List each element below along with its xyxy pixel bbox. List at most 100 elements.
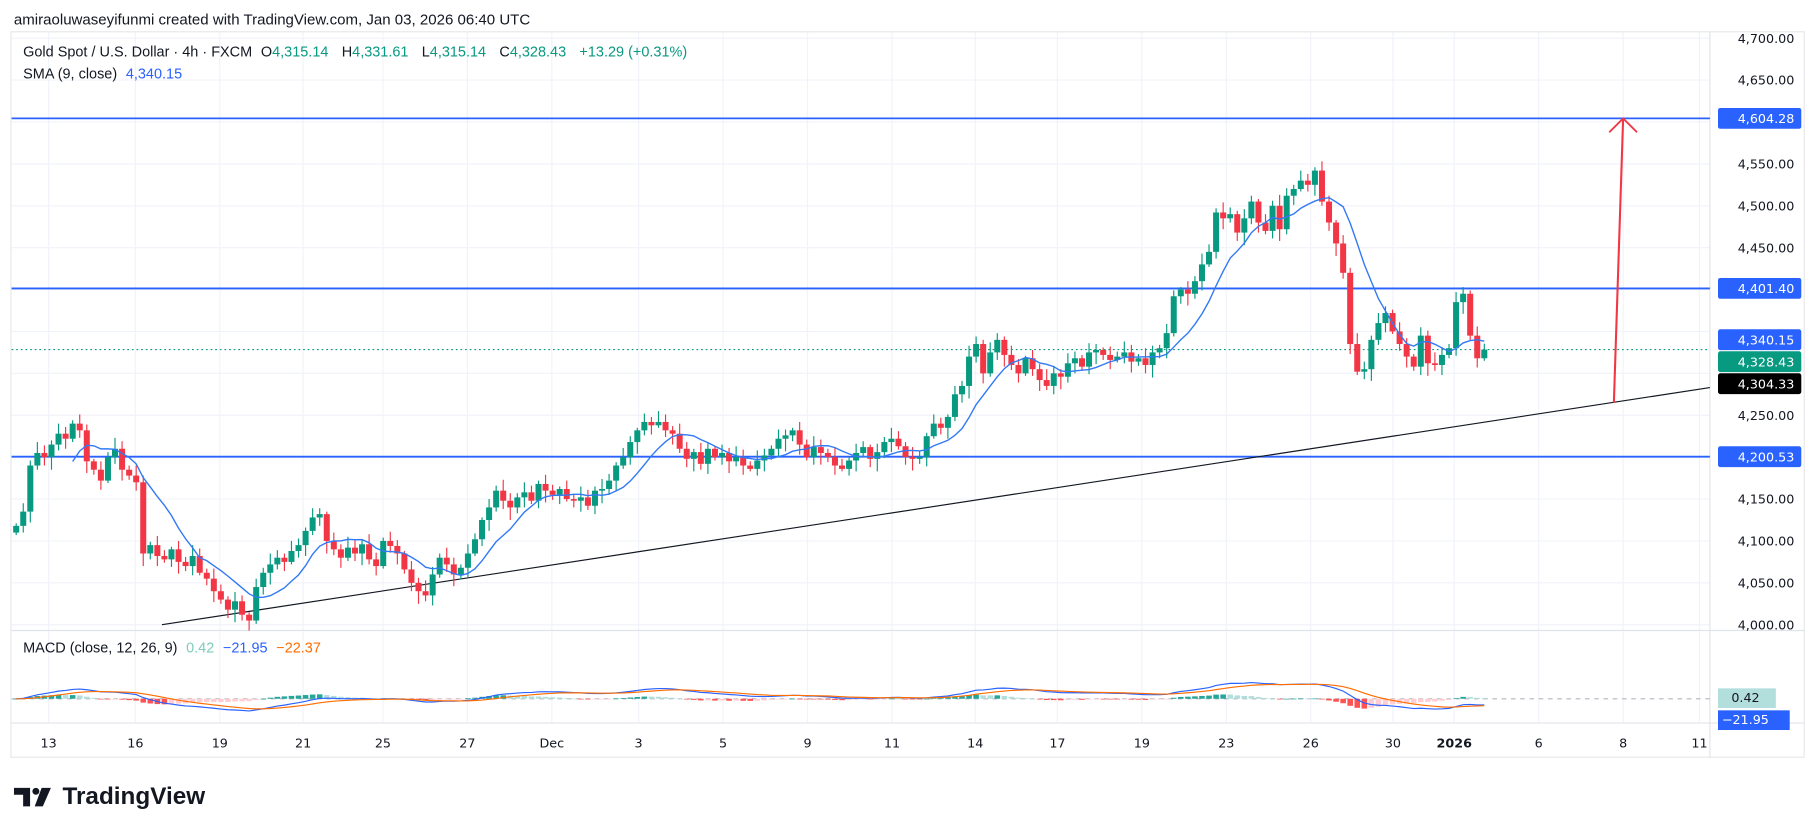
macd-histogram-bar — [1128, 698, 1135, 700]
macd-histogram-bar — [620, 698, 626, 699]
macd-histogram-bar — [1008, 696, 1015, 699]
macd-histogram-bar — [147, 698, 154, 704]
macd-histogram-bar — [895, 698, 902, 700]
macd-histogram-bar — [916, 698, 923, 700]
macd-histogram-bar — [112, 698, 118, 700]
candle-body — [274, 557, 281, 565]
candle-body — [958, 385, 966, 395]
tradingview-logo[interactable]: TradingView — [13, 783, 205, 811]
candle-body — [1424, 335, 1431, 364]
macd-histogram-bar — [274, 696, 281, 699]
level-price-tag-bg — [1717, 446, 1802, 468]
macd-histogram-bar — [909, 698, 916, 700]
chart-frame — [10, 31, 1805, 758]
macd-histogram-bar — [966, 695, 972, 699]
macd-histogram-bar — [331, 695, 337, 699]
macd-histogram-bar — [782, 698, 789, 700]
macd-histogram-bar — [789, 698, 796, 700]
macd-line-value: −21.95 — [222, 639, 268, 656]
candle-body — [1262, 222, 1269, 231]
macd-histogram-bar — [846, 698, 852, 701]
macd-histogram-bar — [225, 698, 231, 703]
macd-histogram-bar — [451, 698, 457, 700]
trendline-price-tag-bg — [1717, 373, 1802, 395]
candle-body — [309, 517, 316, 531]
candle-body — [231, 601, 239, 610]
candle-body — [683, 448, 690, 459]
candle-body — [620, 457, 627, 466]
symbol-name[interactable]: Gold Spot / U.S. Dollar · 4h · FXCM — [23, 43, 253, 61]
macd-histogram-bar — [1255, 696, 1262, 699]
macd-histogram-bar — [754, 698, 761, 701]
macd-histogram-bar — [1319, 698, 1325, 700]
macd-histogram-bar — [669, 697, 676, 699]
level-price-tag: 4,604.28 — [1738, 111, 1795, 126]
candle-body — [733, 457, 740, 462]
macd-histogram-bar — [295, 695, 302, 699]
low-value: 4,315.14 — [429, 43, 487, 61]
candle-body — [415, 582, 422, 592]
candle-body — [563, 488, 570, 500]
candle-body — [62, 433, 69, 439]
macd-histogram-bar — [1079, 698, 1085, 700]
candle-body — [1311, 170, 1318, 185]
macd-histogram-bar — [1432, 698, 1438, 702]
candle-body — [253, 587, 260, 621]
candle-body — [655, 421, 662, 426]
candle-body — [90, 461, 97, 470]
candle-body — [1114, 356, 1121, 360]
time-tick-label: 21 — [295, 735, 311, 750]
macd-histogram-bar — [288, 695, 295, 699]
macd-line-tag: −21.95 — [1722, 712, 1769, 727]
candle-body — [895, 438, 902, 447]
candle-body — [937, 423, 944, 428]
candle-body — [97, 469, 104, 481]
macd-histogram-bar — [1114, 698, 1121, 700]
macd-histogram-bar — [1276, 698, 1283, 700]
candle-body — [140, 482, 147, 554]
macd-histogram-bar — [1022, 698, 1029, 699]
candle-body — [1071, 358, 1078, 364]
change-value: +13.29 (+0.31%) — [579, 43, 688, 61]
macd-histogram-bar — [436, 698, 443, 700]
macd-signal-line — [16, 683, 1485, 710]
sma-legend: SMA (9, close) 4,340.15 — [23, 66, 187, 82]
candle-body — [1078, 358, 1085, 367]
candle-body — [584, 497, 591, 506]
macd-histogram-bar — [853, 698, 859, 700]
candle-body — [1283, 195, 1290, 230]
candle-body — [239, 601, 246, 615]
macd-histogram-bar — [1262, 697, 1269, 699]
candle-body — [104, 457, 111, 481]
macd-histogram-bar — [1142, 698, 1149, 700]
macd-histogram-bar — [211, 698, 217, 703]
candle-body — [1149, 352, 1156, 365]
sma-label[interactable]: SMA (9, close) — [23, 65, 118, 83]
candle-body — [782, 435, 789, 439]
macd-legend: MACD (close, 12, 26, 9) 0.42 −21.95 −22.… — [23, 640, 325, 656]
candle-body — [775, 438, 782, 449]
macd-histogram-bar — [203, 698, 210, 703]
candle-body — [1375, 323, 1382, 340]
candle-body — [1213, 212, 1220, 252]
candle-body — [796, 430, 803, 445]
macd-histogram-bar — [1340, 698, 1346, 704]
trendline — [161, 387, 1710, 626]
candle-body — [606, 480, 613, 489]
macd-histogram-bar — [818, 698, 824, 700]
time-tick-label: 5 — [719, 735, 727, 750]
macd-histogram-bar — [1403, 698, 1410, 704]
macd-signal-value: −22.37 — [276, 639, 321, 656]
price-tick-label: 4,050.00 — [1738, 575, 1795, 590]
macd-histogram-bar — [98, 698, 104, 700]
candle-body — [1368, 339, 1375, 370]
macd-histogram-bar — [472, 697, 478, 699]
candle-body — [161, 556, 168, 560]
macd-label[interactable]: MACD (close, 12, 26, 9) — [23, 639, 178, 656]
macd-histogram-bar — [161, 698, 168, 705]
candle-body — [344, 547, 351, 558]
candle-body — [740, 457, 747, 466]
macd-histogram-bar — [973, 694, 979, 699]
macd-histogram-bar — [698, 698, 704, 701]
